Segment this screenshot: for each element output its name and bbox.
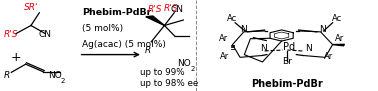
Text: Phebim-PdBr: Phebim-PdBr (251, 79, 322, 89)
Text: Ag(acac) (5 mol%): Ag(acac) (5 mol%) (82, 40, 166, 49)
Text: 2: 2 (190, 66, 195, 72)
Text: Ar: Ar (220, 52, 229, 61)
Text: CN: CN (171, 5, 184, 14)
Text: NO: NO (177, 59, 191, 68)
Text: SR': SR' (24, 3, 39, 12)
Text: Pd: Pd (283, 42, 295, 52)
Text: Ac: Ac (332, 14, 342, 23)
Text: R'S: R'S (163, 4, 178, 13)
Text: Br: Br (282, 57, 292, 66)
Polygon shape (146, 16, 164, 25)
Text: NO: NO (48, 71, 62, 80)
Text: R'S: R'S (148, 5, 163, 14)
Text: N: N (319, 25, 326, 34)
Text: +: + (11, 51, 21, 64)
Polygon shape (333, 44, 344, 46)
Text: R: R (145, 46, 152, 55)
Text: Phebim-PdBr: Phebim-PdBr (82, 8, 152, 17)
Text: R'S: R'S (4, 30, 18, 39)
Text: N: N (305, 44, 312, 53)
Text: Ar: Ar (324, 52, 333, 61)
Text: Ar: Ar (219, 34, 228, 43)
Text: up to 98% ee: up to 98% ee (140, 79, 198, 88)
Text: (5 mol%): (5 mol%) (82, 24, 124, 33)
Text: N: N (260, 44, 267, 53)
Text: 2: 2 (60, 78, 65, 84)
Text: Ar: Ar (335, 34, 344, 43)
Text: CN: CN (39, 30, 52, 39)
Text: Ac: Ac (227, 14, 237, 23)
Text: N: N (240, 25, 247, 34)
Text: R: R (4, 71, 10, 80)
Text: up to 99%: up to 99% (140, 68, 184, 77)
